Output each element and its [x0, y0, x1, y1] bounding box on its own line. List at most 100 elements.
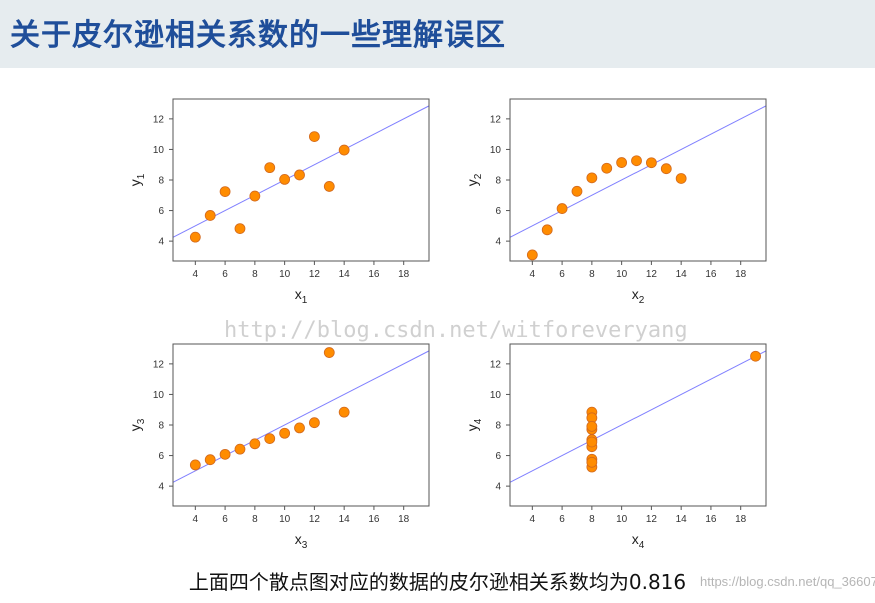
x-tick-label: 18 [398, 514, 410, 525]
y-tick-label: 6 [495, 451, 501, 462]
y-tick-label: 12 [490, 114, 502, 125]
data-point [264, 433, 276, 445]
y-axis-label-sub: 3 [136, 418, 147, 424]
x-axis-label-main: x [632, 286, 639, 302]
x-tick-label: 14 [339, 269, 351, 280]
x-tick-label: 8 [252, 514, 258, 525]
data-point [308, 417, 320, 429]
data-point [526, 249, 538, 261]
x-tick-label: 4 [530, 269, 536, 280]
title-bar: 关于皮尔逊相关系数的一些理解误区 [0, 0, 875, 68]
x-tick-label: 16 [705, 514, 717, 525]
y-axis-label: y4 [464, 418, 484, 431]
x-tick-label: 4 [193, 269, 199, 280]
data-point [323, 347, 335, 358]
data-point [586, 456, 598, 468]
plot-frame [509, 343, 767, 507]
y-axis-label-main: y [464, 424, 480, 431]
plot-frame [509, 98, 767, 262]
x-axis-label-main: x [632, 531, 639, 547]
data-point [279, 427, 291, 439]
data-point [264, 162, 276, 174]
watermark-text-2: https://blog.csdn.net/qq_36607894 [700, 574, 875, 589]
y-tick-label: 8 [495, 421, 501, 432]
y-tick-label: 10 [153, 145, 165, 156]
y-axis-label: y1 [127, 173, 147, 186]
data-point [189, 459, 201, 471]
x-tick-label: 18 [735, 269, 747, 280]
data-point [645, 157, 657, 169]
y-axis-label-main: y [127, 179, 143, 186]
y-axis-label-sub: 1 [136, 173, 147, 179]
x-axis-label-sub: 4 [639, 540, 645, 551]
data-point [308, 131, 320, 142]
data-point [586, 172, 598, 184]
data-point [631, 155, 642, 167]
x-tick-label: 4 [193, 514, 199, 525]
data-point [204, 454, 216, 466]
y-tick-label: 4 [158, 237, 164, 248]
data-point [750, 350, 761, 362]
data-point [675, 173, 687, 184]
y-tick-label: 4 [495, 237, 501, 248]
x-tick-label: 12 [309, 269, 321, 280]
data-point [586, 436, 598, 448]
x-tick-label: 14 [676, 514, 688, 525]
x-tick-label: 14 [676, 269, 688, 280]
data-point [189, 231, 201, 243]
data-point [219, 186, 231, 198]
x-axis-label: x3 [295, 531, 308, 551]
y-tick-label: 8 [495, 176, 501, 187]
data-point [249, 190, 261, 202]
x-tick-label: 12 [309, 514, 321, 525]
x-tick-label: 6 [559, 269, 565, 280]
data-point [279, 173, 291, 185]
y-tick-label: 12 [153, 114, 165, 125]
y-tick-label: 10 [490, 390, 502, 401]
x-tick-label: 12 [646, 269, 658, 280]
x-axis-label: x1 [295, 286, 308, 306]
y-axis-label: y2 [464, 173, 484, 186]
data-point [338, 406, 350, 418]
x-tick-label: 16 [368, 269, 380, 280]
data-point [323, 181, 335, 192]
y-tick-label: 4 [495, 482, 501, 493]
x-axis-label-sub: 2 [639, 295, 645, 306]
x-tick-label: 6 [222, 514, 228, 525]
data-point [586, 420, 598, 432]
data-point [601, 162, 613, 174]
data-point [294, 169, 305, 181]
data-point [616, 157, 628, 168]
y-tick-label: 12 [490, 359, 502, 370]
x-tick-label: 16 [705, 269, 717, 280]
x-tick-label: 16 [368, 514, 380, 525]
y-tick-label: 8 [158, 421, 164, 432]
data-point [571, 185, 583, 197]
x-axis-label: x2 [632, 286, 645, 306]
watermark-text: http://blog.csdn.net/witforeveryang [224, 318, 688, 343]
x-tick-label: 8 [252, 269, 258, 280]
data-point [541, 224, 553, 236]
x-tick-label: 4 [530, 514, 536, 525]
y-tick-label: 10 [490, 145, 502, 156]
data-point [234, 443, 246, 455]
x-tick-label: 6 [559, 514, 565, 525]
fit-line [173, 350, 429, 483]
y-tick-label: 6 [158, 206, 164, 217]
x-tick-label: 8 [589, 269, 595, 280]
fit-line [510, 350, 766, 483]
x-axis-label-main: x [295, 531, 302, 547]
y-axis-label: y3 [127, 418, 147, 431]
x-tick-label: 10 [616, 514, 628, 525]
caption: 上面四个散点图对应的数据的皮尔逊相关系数均为0.816 [188, 570, 687, 594]
y-axis-label-main: y [127, 424, 143, 431]
y-tick-label: 10 [153, 390, 165, 401]
y-axis-label-sub: 2 [473, 173, 484, 179]
y-tick-label: 12 [153, 359, 165, 370]
fit-line [510, 105, 766, 238]
x-axis-label-sub: 1 [302, 295, 308, 306]
